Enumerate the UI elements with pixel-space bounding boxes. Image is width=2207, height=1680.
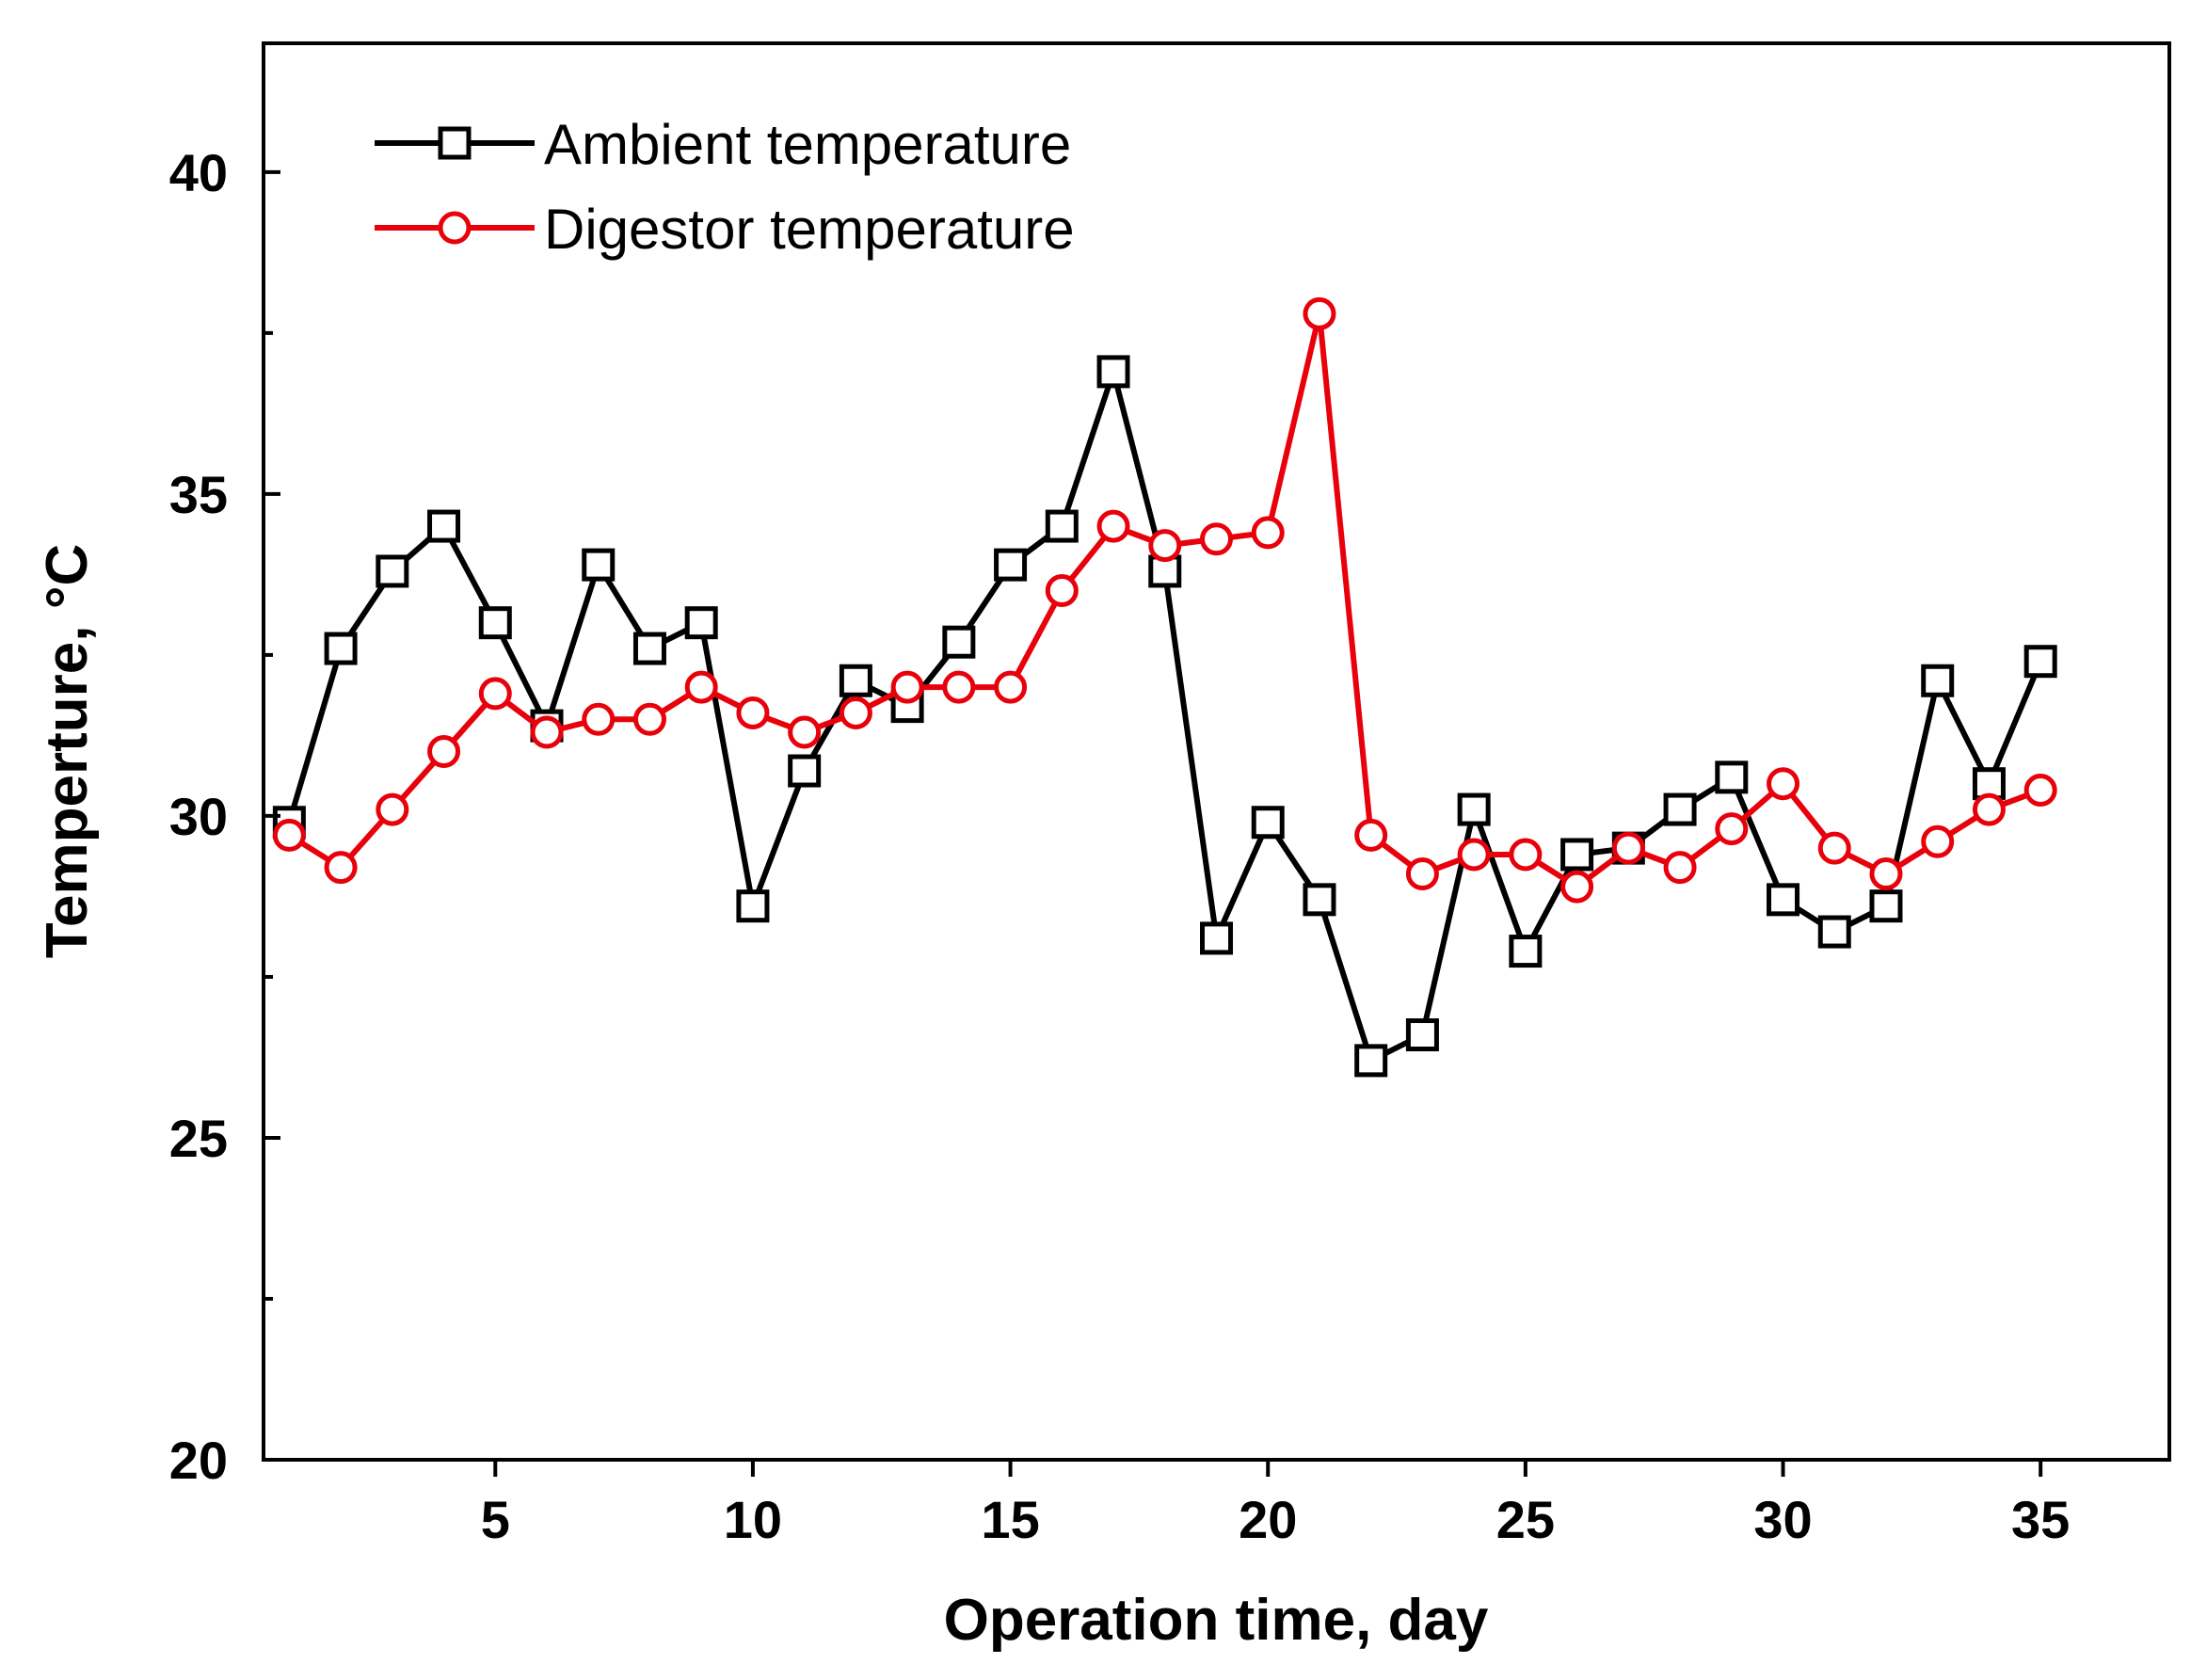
series-layer: [272, 296, 2057, 1078]
data-point-circle: [684, 670, 718, 704]
data-point-circle: [1663, 851, 1697, 885]
data-point-circle: [942, 670, 976, 704]
data-point-circle: [839, 696, 872, 729]
data-point-circle: [272, 818, 306, 852]
data-point-circle: [1045, 573, 1079, 607]
data-point-circle: [1817, 831, 1851, 865]
data-point-square: [1251, 806, 1285, 840]
legend-marker-square: [438, 126, 472, 160]
data-point-square: [427, 509, 461, 543]
data-point-square: [1354, 1044, 1388, 1078]
data-point-square: [1096, 355, 1130, 389]
data-point-circle: [788, 715, 822, 749]
data-point-circle: [1715, 812, 1749, 846]
data-point-square: [1509, 935, 1543, 968]
data-point-circle: [1303, 296, 1336, 330]
x-tick-label: 20: [1239, 1490, 1297, 1549]
x-tick-label: 25: [1496, 1490, 1555, 1549]
data-point-circle: [1354, 818, 1388, 852]
data-point-square: [942, 625, 976, 659]
data-point-circle: [1251, 516, 1285, 550]
data-point-square: [324, 632, 358, 665]
data-point-circle: [1148, 529, 1182, 563]
plot-frame: [262, 41, 2171, 1462]
x-axis-title: Operation time, day: [944, 1588, 1489, 1653]
y-tick-label: 30: [169, 787, 228, 846]
data-point-square: [1303, 883, 1336, 917]
data-point-square: [1200, 921, 1233, 955]
data-point-square: [1405, 1018, 1439, 1051]
data-point-square: [839, 664, 872, 697]
data-point-circle: [994, 670, 1028, 704]
data-point-circle: [1405, 856, 1439, 890]
legend-label-digestor: Digestor temperature: [544, 198, 1075, 261]
data-point-circle: [632, 702, 666, 736]
data-point-square: [788, 754, 822, 788]
series-digestor: [272, 296, 2057, 904]
data-point-square: [632, 632, 666, 665]
data-point-circle: [1200, 522, 1233, 556]
data-point-square: [1817, 915, 1851, 949]
x-axis: 5 10 15 20 25 30 35: [481, 1460, 2070, 1549]
data-point-square: [478, 606, 512, 640]
data-point-circle: [376, 792, 409, 826]
data-point-circle: [1767, 767, 1800, 801]
data-point-circle: [1560, 870, 1594, 904]
y-axis: 20 25 30 35 40: [169, 143, 280, 1490]
data-point-square: [2023, 645, 2057, 679]
data-point-square: [994, 548, 1028, 582]
data-point-square: [684, 606, 718, 640]
data-point-square: [376, 554, 409, 588]
legend-label-ambient: Ambient temperature: [544, 113, 1071, 176]
data-point-circle: [1921, 824, 1955, 858]
data-point-circle: [1869, 856, 1903, 890]
data-point-circle: [324, 851, 358, 885]
x-tick-label: 10: [724, 1490, 782, 1549]
data-point-circle: [582, 702, 616, 736]
data-point-square: [1457, 792, 1491, 826]
data-point-circle: [530, 715, 564, 749]
series-ambient: [272, 355, 2057, 1078]
legend-marker-circle: [438, 211, 472, 245]
legend: Ambient temperature Digestor temperature: [375, 113, 1075, 261]
x-tick-label: 30: [1753, 1490, 1812, 1549]
data-point-square: [1767, 883, 1800, 917]
data-point-square: [1715, 760, 1749, 794]
data-point-square: [1045, 509, 1079, 543]
y-axis-title: Temperture, °C: [35, 544, 100, 959]
data-point-circle: [2023, 774, 2057, 808]
legend-item-digestor: Digestor temperature: [375, 198, 1075, 261]
data-point-square: [1869, 889, 1903, 923]
series-line: [287, 311, 2042, 890]
data-point-square: [582, 548, 616, 582]
x-tick-label: 35: [2011, 1490, 2070, 1549]
data-point-circle: [478, 677, 512, 711]
data-point-circle: [1509, 838, 1543, 872]
data-point-circle: [1611, 831, 1645, 865]
legend-item-ambient: Ambient temperature: [375, 113, 1071, 176]
data-point-square: [1560, 838, 1594, 872]
data-point-circle: [736, 696, 770, 729]
y-tick-label: 35: [169, 465, 228, 524]
data-point-circle: [1096, 509, 1130, 543]
data-point-square: [1663, 792, 1697, 826]
x-tick-label: 15: [981, 1490, 1039, 1549]
data-point-square: [736, 889, 770, 923]
y-tick-label: 20: [169, 1431, 228, 1490]
data-point-circle: [1972, 792, 2006, 826]
y-tick-label: 40: [169, 143, 228, 202]
data-point-circle: [1457, 838, 1491, 872]
data-point-circle: [890, 670, 924, 704]
x-tick-label: 5: [481, 1490, 510, 1549]
data-point-circle: [427, 735, 461, 768]
data-point-square: [1921, 664, 1955, 697]
y-tick-label: 25: [169, 1109, 228, 1168]
